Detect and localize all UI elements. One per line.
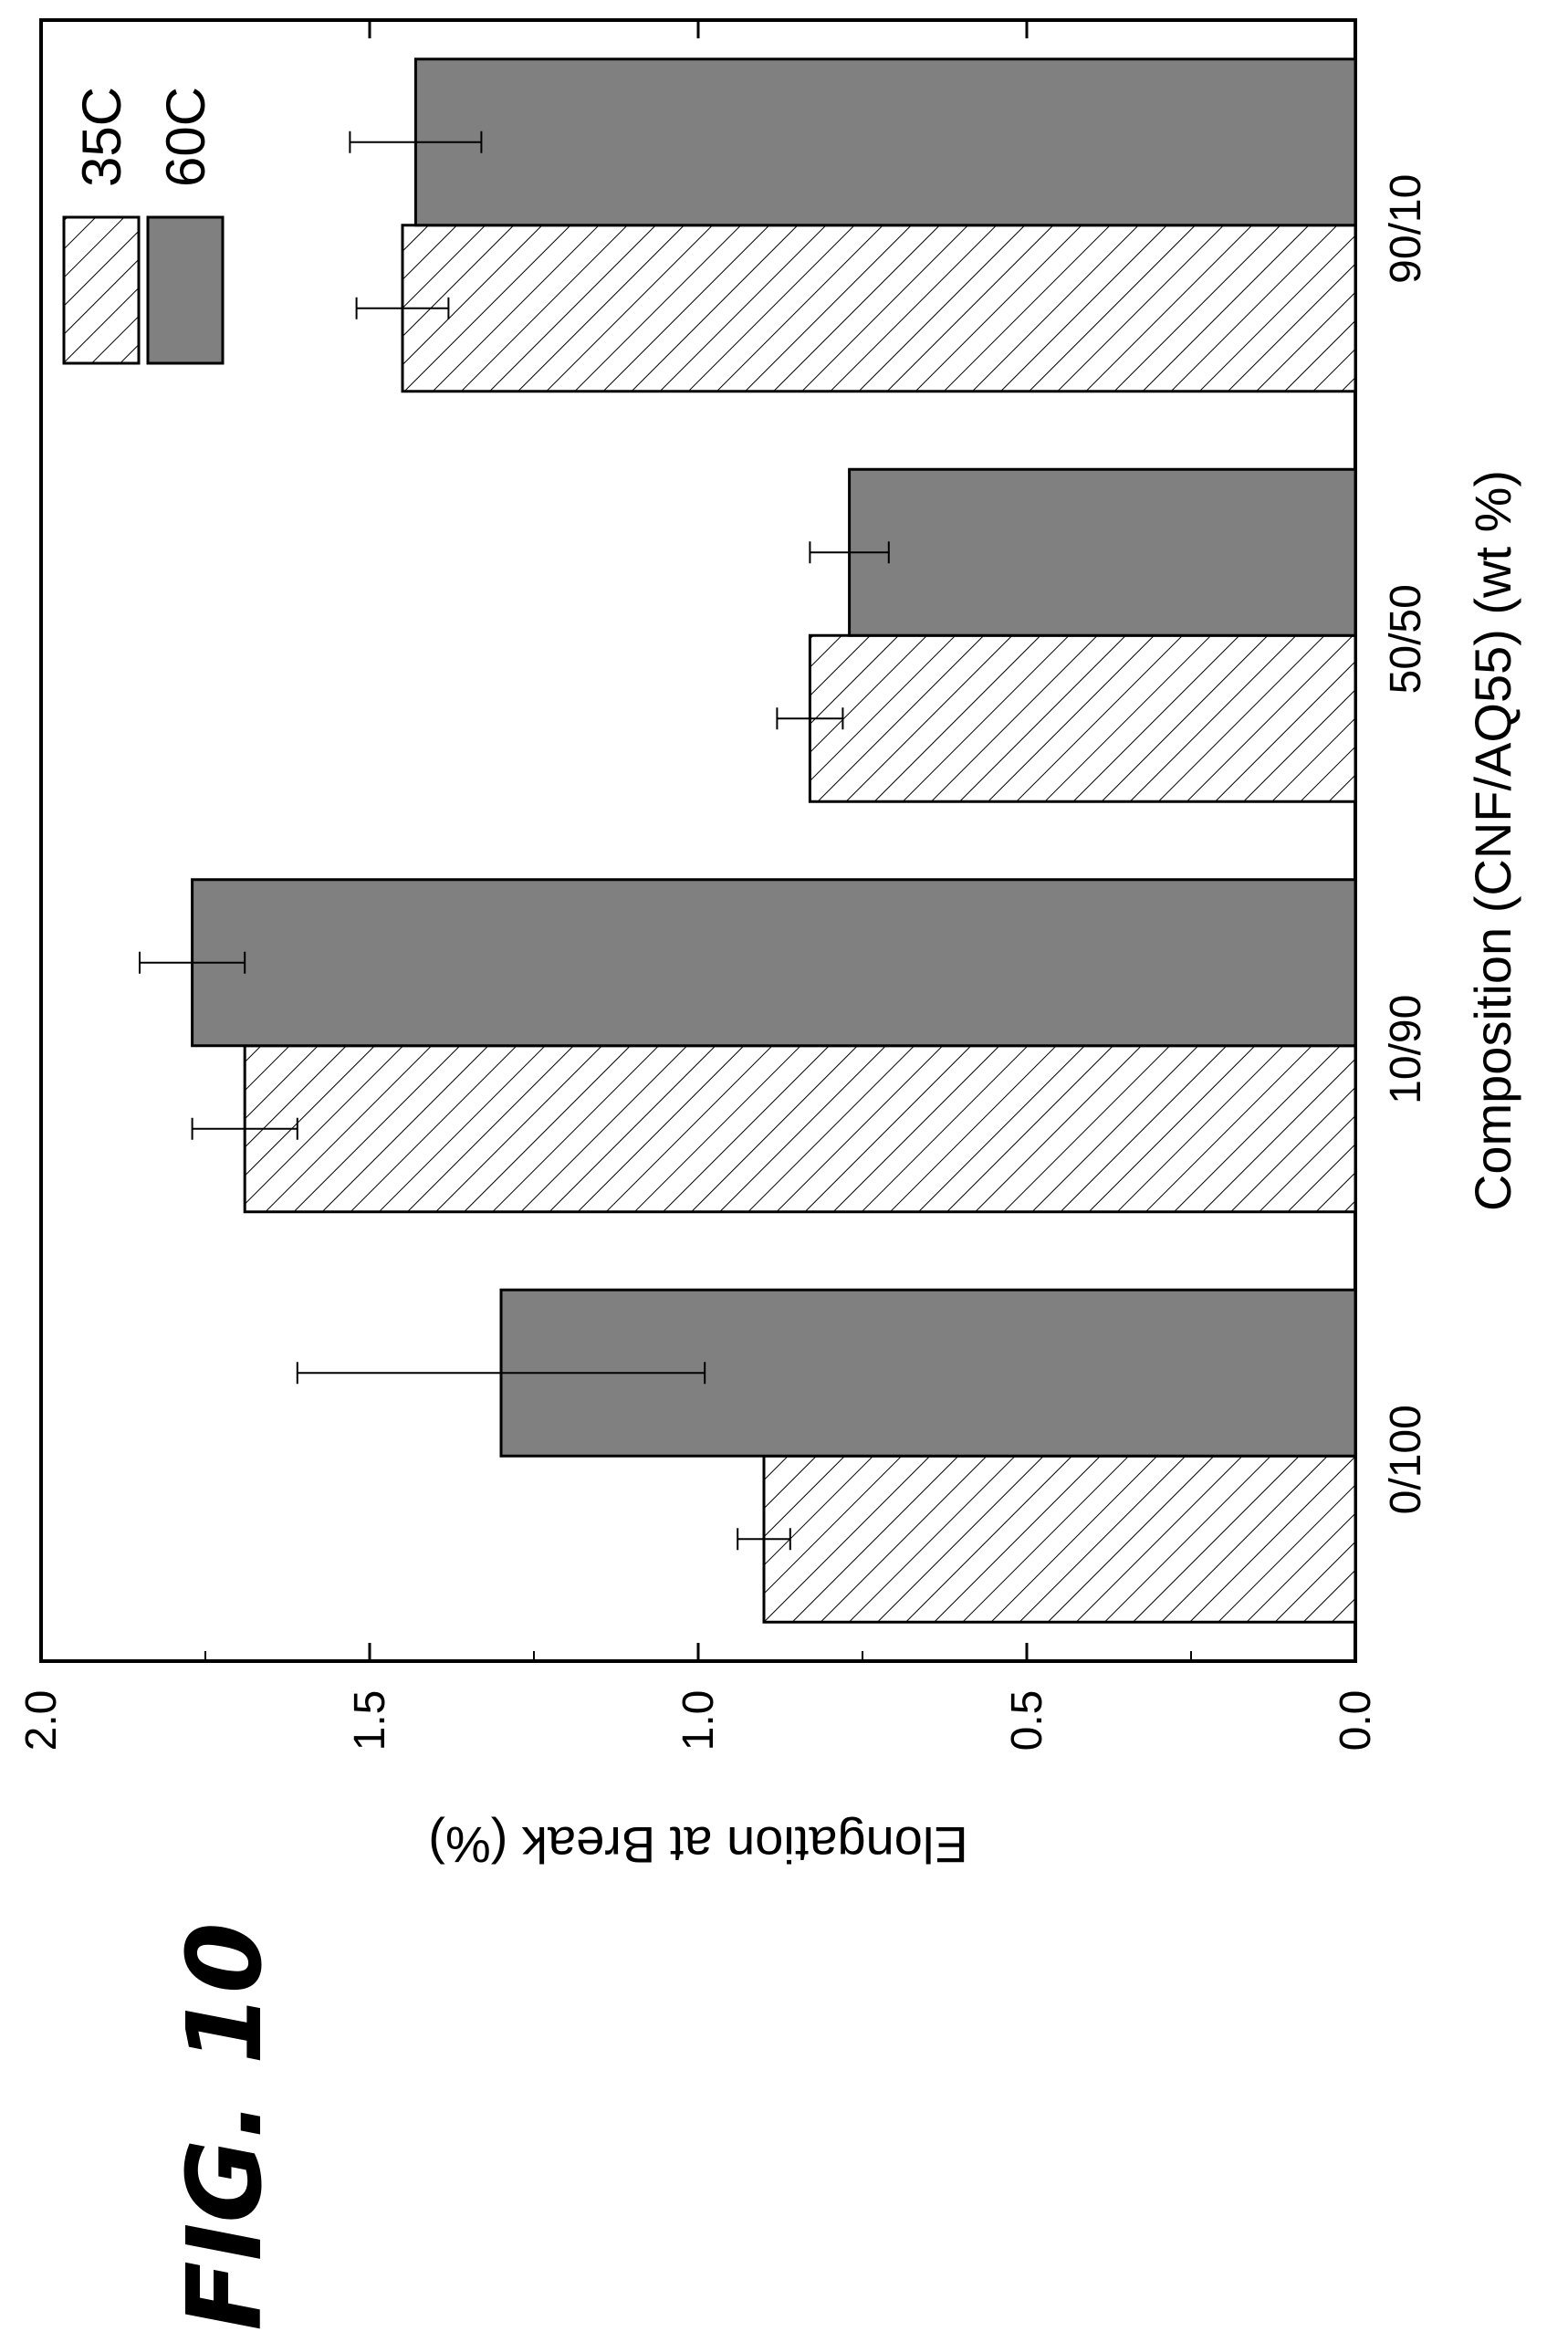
error-bar-60C-0/100 (296, 1362, 706, 1385)
legend: 35C 60C (62, 87, 225, 365)
bar-35C-0/100 (762, 1454, 1357, 1624)
value-tick-label: 0.5 (1003, 1690, 1051, 1751)
category-label: 50/50 (1382, 584, 1430, 694)
error-bar-35C-10/90 (191, 1117, 298, 1140)
value-tick-label: 2.0 (17, 1690, 66, 1751)
category-label: 10/90 (1382, 995, 1430, 1104)
y-axis-title: Elongation at Break (%) (428, 1816, 967, 1874)
error-bar-60C-50/50 (809, 541, 890, 564)
figure-label: FIG. 10 (166, 1922, 285, 2331)
bar-35C-10/90 (243, 1044, 1357, 1214)
error-bar-60C-10/90 (139, 951, 246, 974)
chart: 0/100 10/90 50/50 90/10 0.0 0.5 1.0 1.5 2.0 Compo… (17, 18, 1521, 1874)
legend-swatch-35C (62, 215, 141, 365)
bar-60C-90/10 (413, 58, 1357, 227)
error-bar-35C-50/50 (776, 707, 844, 730)
legend-swatch-60C (146, 215, 225, 365)
legend-label: 35C (71, 87, 132, 187)
bar-35C-90/10 (401, 224, 1357, 393)
legend-label: 60C (155, 87, 216, 187)
error-bar-35C-0/100 (737, 1528, 791, 1551)
value-tick-label: 1.0 (674, 1690, 723, 1751)
category-label: 90/10 (1382, 174, 1430, 284)
value-tick-label: 0.0 (1332, 1690, 1380, 1751)
bar-35C-50/50 (808, 633, 1357, 803)
error-bar-60C-90/10 (349, 131, 483, 153)
category-label: 0/100 (1382, 1405, 1430, 1514)
value-tick-label: 1.5 (346, 1690, 394, 1751)
bar-60C-50/50 (848, 467, 1357, 637)
bar-60C-10/90 (191, 878, 1357, 1048)
error-bar-35C-90/10 (355, 297, 450, 319)
x-axis-title: Composition (CNF/AQ55) (wt %) (1464, 470, 1521, 1211)
